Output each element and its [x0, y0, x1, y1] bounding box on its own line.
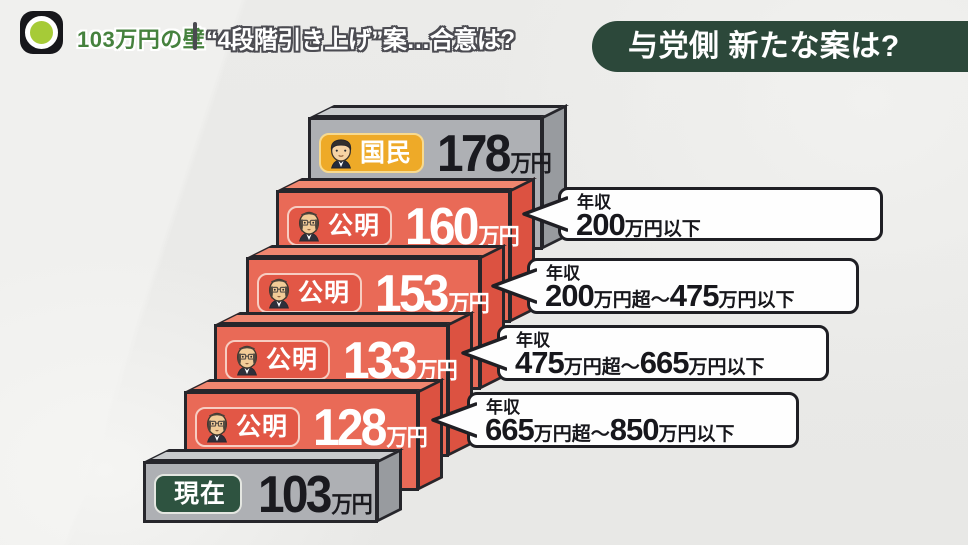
party-pill-komei: 公明	[287, 206, 393, 246]
amount-unit: 万円	[331, 491, 372, 517]
step-amount: 178 万円	[437, 125, 552, 183]
party-label: 公明	[298, 278, 351, 307]
callout-range: 665万円超〜850万円以下	[485, 412, 796, 451]
amount-unit: 万円	[386, 424, 427, 450]
range-value: 665	[639, 345, 690, 380]
kokumin-leader-face-icon	[330, 139, 352, 169]
range-unit: 万円超〜	[533, 424, 610, 445]
amount-value: 133	[343, 332, 417, 390]
step-front-face: 現在 103 万円	[143, 461, 378, 523]
party-label: 国民	[360, 138, 413, 167]
headline: “4段階引き上げ”案…合意は?	[206, 27, 515, 54]
callout-income-475-665: 年収 475万円超〜665万円以下	[461, 325, 829, 384]
range-unit: 万円超〜	[593, 290, 670, 311]
komei-leader-face-icon	[206, 412, 228, 443]
callout-income-under-200: 年収 200万円以下	[522, 187, 883, 241]
komei-leader-face-icon	[298, 211, 320, 242]
range-value: 475	[515, 345, 565, 380]
right-banner: 与党側 新たな案は?	[592, 21, 968, 72]
callout-label: 年収	[546, 264, 580, 283]
party-pill-komei: 公明	[225, 340, 331, 380]
callout-range: 200万円以下	[576, 207, 880, 246]
amount-value: 178	[437, 125, 511, 183]
callout-pointer-icon	[431, 402, 477, 438]
party-pill-komei: 公明	[257, 273, 363, 313]
party-pill-komei: 公明	[195, 407, 301, 447]
logo-green-dot-icon	[25, 16, 58, 49]
callout-range: 200万円超〜475万円以下	[545, 278, 856, 317]
current-pill: 現在	[154, 474, 243, 514]
callout-income-665-850: 年収 665万円超〜850万円以下	[431, 392, 799, 451]
komei-leader-face-icon	[236, 345, 258, 376]
callout-income-200-475: 年収 200万円超〜475万円以下	[491, 258, 859, 317]
party-label: 公明	[328, 211, 381, 240]
amount-value: 153	[375, 265, 449, 323]
program-topic: 103万円の壁	[77, 27, 206, 52]
amount-unit: 万円	[510, 150, 551, 176]
callout-pointer-icon	[461, 335, 507, 371]
range-unit: 万円超〜	[563, 357, 640, 378]
party-label: 公明	[266, 345, 319, 374]
step-amount: 128 万円	[313, 399, 428, 457]
komei-leader-face-icon	[268, 278, 290, 309]
callout-label: 年収	[577, 193, 611, 212]
range-value: 475	[669, 278, 720, 313]
range-unit: 万円以下	[658, 424, 735, 445]
amount-value: 160	[405, 198, 479, 256]
step-amount: 160 万円	[405, 198, 520, 256]
callout-label: 年収	[486, 398, 520, 417]
range-value: 665	[485, 412, 535, 447]
range-value: 850	[609, 412, 660, 447]
range-value: 200	[576, 207, 626, 242]
callout-pointer-icon	[491, 268, 537, 304]
party-label: 公明	[236, 412, 289, 441]
range-unit: 万円以下	[624, 219, 701, 240]
party-label: 現在	[174, 479, 227, 508]
amount-unit: 万円	[416, 357, 457, 383]
title-divider	[193, 22, 197, 50]
amount-unit: 万円	[478, 223, 519, 249]
amount-value: 128	[313, 399, 387, 457]
step-amount: 103 万円	[258, 466, 373, 524]
amount-value: 103	[258, 466, 332, 524]
callout-label: 年収	[516, 331, 550, 350]
range-value: 200	[545, 278, 595, 313]
party-pill-kokumin: 国民	[319, 133, 425, 173]
range-unit: 万円以下	[688, 357, 765, 378]
callout-pointer-icon	[522, 196, 568, 232]
callout-range: 475万円超〜665万円以下	[515, 345, 826, 384]
step-amount: 133 万円	[343, 332, 458, 390]
range-unit: 万円以下	[718, 290, 795, 311]
step-side-face	[376, 447, 402, 523]
broadcaster-logo-icon	[20, 11, 63, 54]
